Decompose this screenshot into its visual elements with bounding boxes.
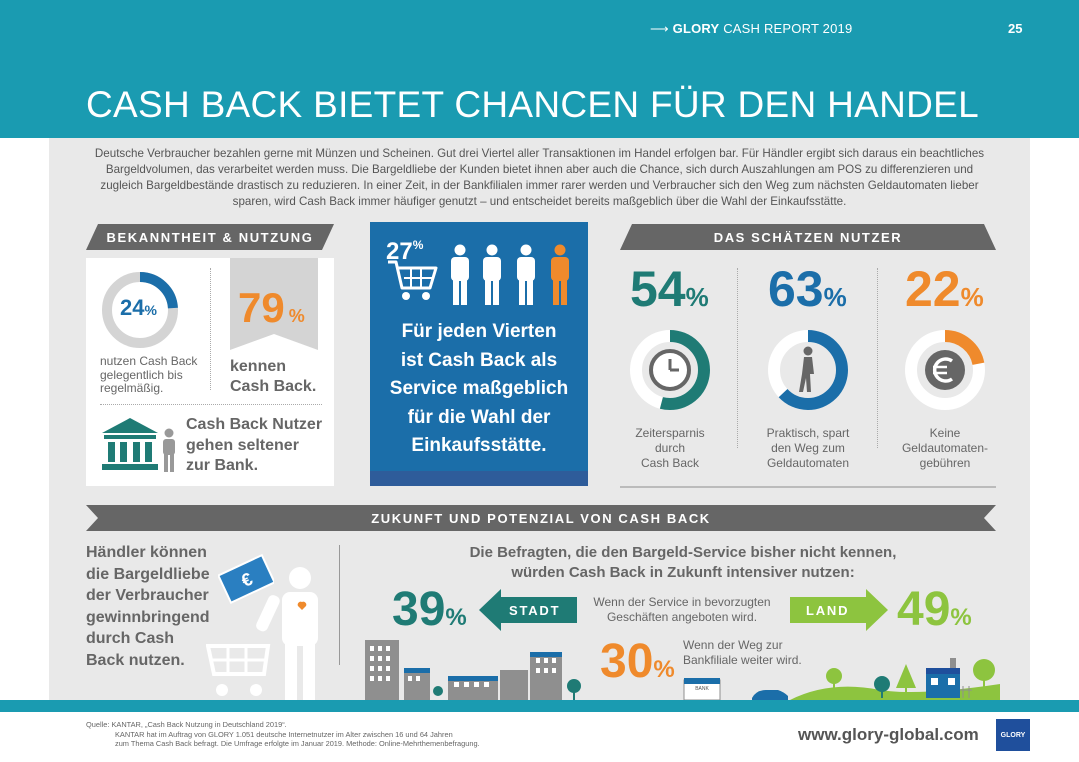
bank-distance-text: Wenn der Weg zur Bankfiliale weiter wird… <box>683 638 802 667</box>
land-percent: 49% <box>897 583 972 636</box>
known-bookmark <box>230 258 318 350</box>
arrow-icon: ⟶ <box>650 21 669 36</box>
horizontal-divider <box>100 404 322 405</box>
website-link[interactable]: www.glory-global.com <box>798 725 979 744</box>
benefit-percent-time: 54% <box>630 261 709 317</box>
footer-strip <box>0 700 1079 712</box>
source-note: Quelle: KANTAR, „Cash Back Nutzung in De… <box>86 720 480 749</box>
blue-box-stripe <box>370 471 588 486</box>
benefit-arc-time <box>630 330 710 410</box>
land-label: LAND <box>806 603 850 618</box>
usage-text: nutzen Cash Back gelegentlich bis regelm… <box>100 354 198 395</box>
usage-donut-arc <box>102 272 178 348</box>
future-headline: Die Befragten, die den Bargeld-Service b… <box>469 544 897 581</box>
stadt-label: STADT <box>509 603 561 618</box>
clock-icon <box>649 349 691 391</box>
vertical-divider <box>210 268 211 390</box>
usage-donut <box>102 272 178 348</box>
glory-logo: GLORY <box>996 719 1030 751</box>
section-heading-zukunft: ZUKUNFT UND POTENZIAL VON CASH BACK <box>86 505 996 531</box>
benefit-percent-way: 63% <box>768 261 847 317</box>
walking-person-icon <box>799 346 814 392</box>
section-underline <box>620 486 996 488</box>
service-text: Wenn der Service in bevorzugten Geschäft… <box>593 595 771 624</box>
benefit-donut-time <box>630 330 710 410</box>
retailer-text: Händler können die Bargeldliebe der Verb… <box>86 544 210 669</box>
benefit-arc-way <box>768 330 848 410</box>
shopping-cart-icon <box>388 260 438 300</box>
euro-icon <box>925 350 965 390</box>
benefit-percent-fees: 22% <box>905 261 984 317</box>
benefit-donut-way <box>768 330 848 410</box>
blue-box-text: Für jeden Vierten ist Cash Back als Serv… <box>389 321 569 456</box>
report-name: CASH REPORT 2019 <box>723 21 853 36</box>
header-band <box>0 0 1079 138</box>
report-line: ⟶ GLORY CASH REPORT 2019 <box>650 21 852 37</box>
bank-distance-percent: 30% <box>600 635 675 688</box>
person-icon <box>163 428 175 472</box>
vertical-divider <box>737 268 738 448</box>
retailer-with-cart-icon <box>206 567 318 700</box>
page-number: 25 <box>1008 21 1023 36</box>
benefit-arc-fees <box>905 330 985 410</box>
benefit-label-time: Zeitersparnis durch Cash Back <box>635 426 705 470</box>
vertical-divider <box>339 545 340 665</box>
benefit-label-way: Praktisch, spart den Weg zum Geldautomat… <box>766 426 850 470</box>
page-title: CASH BACK BIETET CHANCEN FÜR DEN HANDEL <box>86 84 979 125</box>
section-heading-schaetzen: DAS SCHÄTZEN NUTZER <box>620 224 996 250</box>
bank-text: Cash Back Nutzer gehen seltener zur Bank… <box>186 416 323 474</box>
bank-building-icon <box>102 418 158 470</box>
report-brand: GLORY <box>672 21 720 36</box>
people-icons <box>451 244 569 305</box>
usage-percent: 24% <box>120 295 157 320</box>
vertical-divider <box>877 268 878 448</box>
city-and-countryside-illustration: BANK <box>365 640 1000 702</box>
benefit-donut-fees <box>905 330 985 410</box>
banknote-icon: € <box>218 553 274 604</box>
benefit-label-fees: Keine Geldautomaten- gebühren <box>901 426 989 470</box>
known-text: kennen Cash Back. <box>230 358 317 395</box>
stadt-percent: 39% <box>392 583 467 636</box>
intro-paragraph: Deutsche Verbraucher bezahlen gerne mit … <box>94 147 985 208</box>
svg-text:BANK: BANK <box>695 686 709 692</box>
known-percent: 79% <box>238 284 305 331</box>
section-heading-bekanntheit: BEKANNTHEIT & NUTZUNG <box>86 224 334 250</box>
